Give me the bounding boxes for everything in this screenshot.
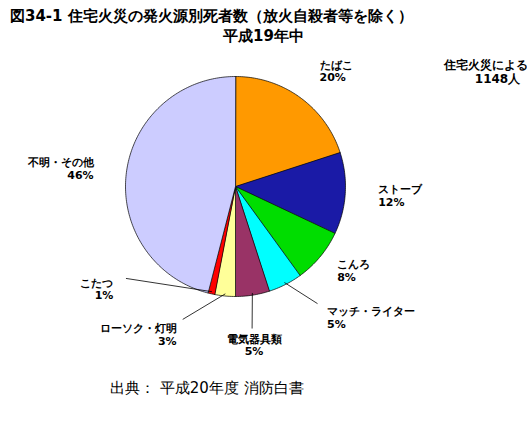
html-text:図34-1 住宅火災の発火源別死者数（放火自殺者等を除く）: 図34-1 住宅火災の発火源別死者数（放火自殺者等を除く） bbox=[10, 7, 413, 25]
html-text:出典： 平成20年度 消防白書: 出典： 平成20年度 消防白書 bbox=[110, 379, 304, 397]
svg-text:たばこ20%: たばこ20% bbox=[320, 59, 353, 85]
svg-text:ローソク・灯明3%: ローソク・灯明3% bbox=[100, 322, 177, 348]
svg-text:こんろ8%: こんろ8% bbox=[337, 258, 370, 284]
html-text:平成19年中: 平成19年中 bbox=[223, 27, 304, 45]
svg-text:住宅火災による死者1148人: 住宅火災による死者1148人 bbox=[443, 58, 527, 86]
svg-text:マッチ・ライター5%: マッチ・ライター5% bbox=[327, 305, 415, 331]
svg-text:こたつ1%: こたつ1% bbox=[80, 277, 113, 303]
svg-text:不明・その他46%: 不明・その他46% bbox=[27, 156, 95, 182]
svg-text:ストーブ12%: ストーブ12% bbox=[378, 183, 423, 209]
svg-text:電気器具類5%: 電気器具類5% bbox=[227, 333, 282, 359]
